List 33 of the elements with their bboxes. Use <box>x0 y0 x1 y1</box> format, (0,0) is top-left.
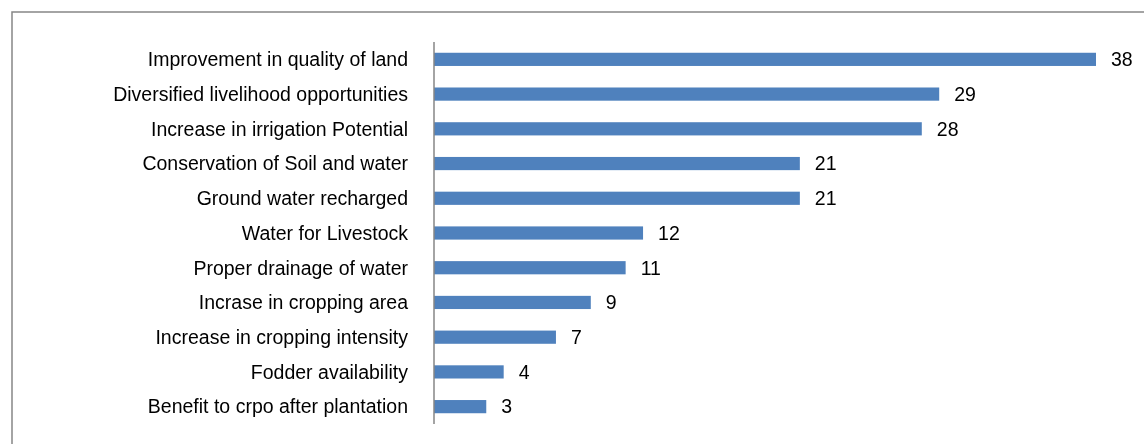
bar <box>434 226 644 240</box>
data-label: 29 <box>954 82 976 105</box>
y-tick-label: Increase in irrigation Potential <box>151 117 408 140</box>
bar <box>434 191 800 205</box>
y-tick-label: Fodder availability <box>250 360 409 383</box>
data-label: 11 <box>640 256 661 279</box>
y-tick-label: Incrase in cropping area <box>198 291 409 314</box>
y-tick-label: Improvement in quality of land <box>147 48 408 71</box>
data-label: 21 <box>814 152 837 175</box>
y-tick-label: Conservation of Soil and water <box>142 152 409 175</box>
data-label: 7 <box>570 326 582 349</box>
y-tick-label: Ground water recharged <box>196 187 408 210</box>
data-label: 28 <box>936 117 959 140</box>
data-label: 38 <box>1111 48 1133 71</box>
bar <box>434 156 800 171</box>
data-label: 4 <box>518 360 530 383</box>
bar <box>434 400 487 414</box>
data-label: 21 <box>814 187 837 210</box>
y-tick-label: Water for Livestock <box>241 221 409 244</box>
bar <box>434 365 504 379</box>
y-tick-label: Increase in cropping intensity <box>155 326 409 349</box>
bar <box>434 330 556 344</box>
y-tick-label: Diversified livelihood opportunities <box>113 82 409 105</box>
bar <box>434 261 626 275</box>
y-tick-label: Benefit to crpo after plantation <box>147 395 408 418</box>
bar <box>434 52 1096 66</box>
bar <box>434 87 940 101</box>
data-label: 3 <box>501 395 513 418</box>
data-label: 12 <box>658 221 680 244</box>
bar <box>434 295 591 310</box>
y-tick-label: Proper drainage of water <box>193 256 409 279</box>
bar <box>434 122 922 136</box>
data-label: 9 <box>605 291 617 314</box>
